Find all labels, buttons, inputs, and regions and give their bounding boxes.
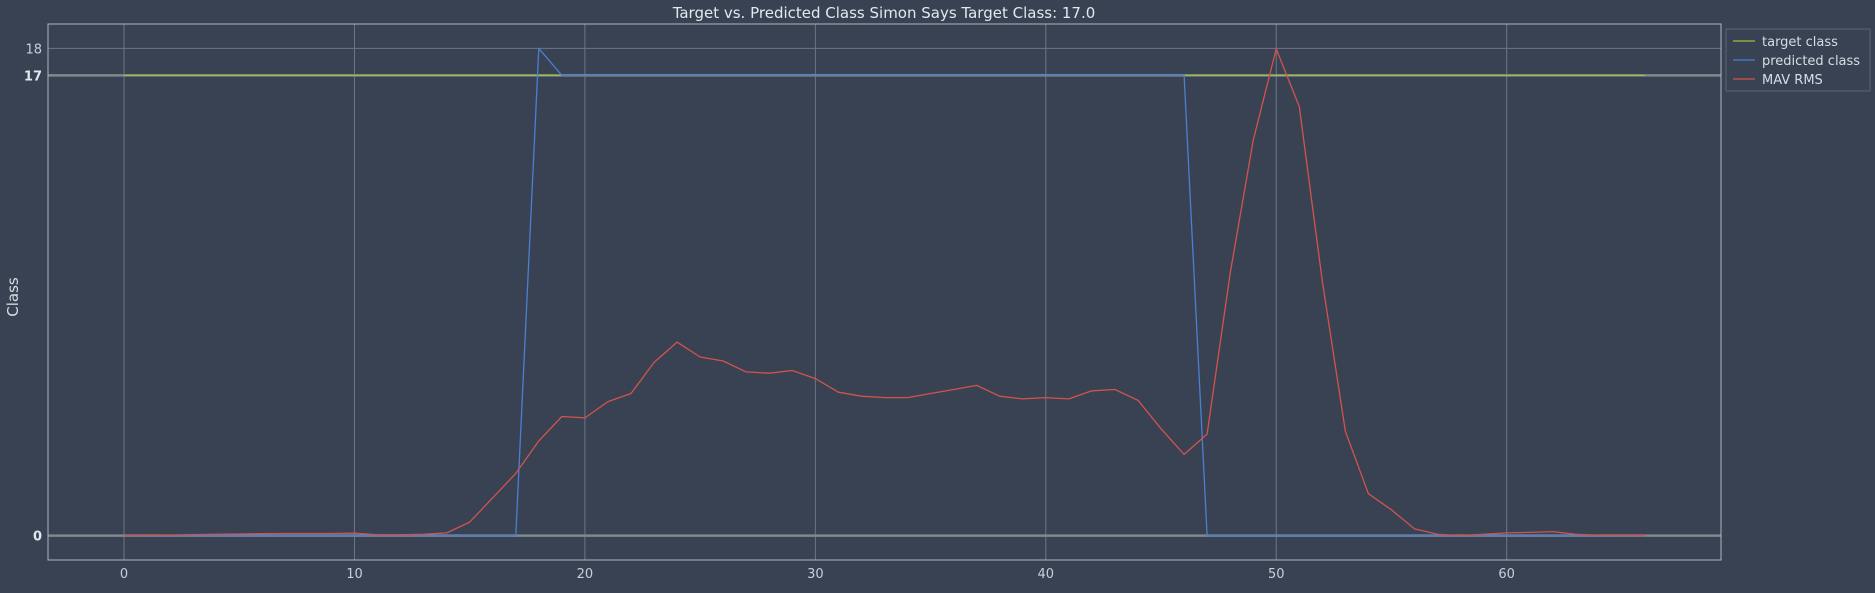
x-tick-label-0: 0 [120,567,128,582]
plot-frame [47,23,1722,561]
y-tick-label-18: 18 [25,42,42,57]
series-line-mav-rms [124,48,1645,537]
legend-label-predicted-class: predicted class [1762,54,1860,69]
x-tick-labels: 0 10 20 30 40 50 60 [120,567,1515,582]
legend-label-target-class: target class [1762,35,1838,50]
legend: target class predicted class MAV RMS [1725,28,1871,92]
y-tick-label-17: 17 [24,69,42,84]
series-line-predicted-class [124,47,1645,537]
x-tick-label-60: 60 [1498,567,1515,582]
x-tick-label-10: 10 [346,567,363,582]
series-layer [124,47,1645,537]
x-tick-label-20: 20 [577,567,594,582]
x-tick-label-40: 40 [1038,567,1055,582]
y-axis-label: Class [4,277,22,317]
y-tick-label-0: 0 [33,530,42,545]
x-tick-label-30: 30 [807,567,824,582]
legend-label-mav-rms: MAV RMS [1762,73,1823,88]
x-tick-label-50: 50 [1268,567,1285,582]
y-tick-labels: 0 17 18 [24,42,42,544]
chart-title: Target vs. Predicted Class Simon Says Ta… [672,4,1096,22]
